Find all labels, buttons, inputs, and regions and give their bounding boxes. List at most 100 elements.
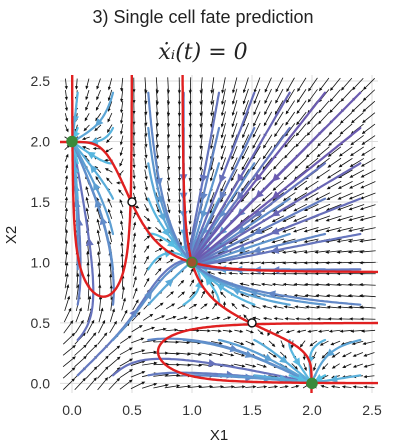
vector-arrow: [363, 112, 376, 123]
vector-arrow: [328, 157, 342, 167]
vector-arrowhead: [209, 385, 214, 389]
vector-arrowhead: [170, 258, 174, 263]
streamline-arrowhead: [129, 309, 138, 318]
vector-arrowhead: [148, 226, 152, 230]
vector-arrow: [97, 209, 101, 220]
vector-arrowhead: [231, 123, 235, 128]
vector-arrowhead: [177, 188, 182, 193]
vector-arrow: [98, 309, 103, 323]
vector-arrowhead: [253, 122, 257, 127]
streamline-arrowhead: [329, 375, 338, 383]
vector-arrow: [62, 368, 75, 379]
vector-arrowhead: [132, 164, 136, 169]
vector-arrow: [187, 385, 201, 389]
vector-arrowhead: [113, 320, 117, 325]
vector-arrow: [97, 378, 108, 391]
vector-arrowhead: [336, 218, 341, 222]
vector-arrowhead: [85, 196, 89, 201]
vector-arrowhead: [84, 117, 88, 122]
vector-arrow: [283, 250, 296, 253]
vector-arrow: [221, 157, 226, 170]
vector-arrow: [65, 209, 67, 220]
x-tick-label: 1.0: [182, 402, 202, 418]
vector-arrowhead: [209, 209, 213, 214]
vector-arrowhead: [120, 220, 124, 224]
vector-arrowhead: [252, 385, 257, 389]
vector-arrow: [130, 361, 144, 366]
vector-arrow: [254, 77, 261, 92]
vector-arrow: [349, 227, 365, 232]
vector-arrowhead: [120, 109, 124, 114]
vector-arrowhead: [132, 143, 136, 147]
vector-arrowhead: [221, 101, 225, 105]
vector-arrowhead: [120, 120, 124, 125]
vector-arrowhead: [128, 379, 133, 383]
vector-arrowhead: [198, 352, 202, 356]
vector-arrowhead: [144, 165, 148, 170]
vector-arrowhead: [177, 113, 182, 117]
vector-arrowhead: [326, 186, 331, 190]
vector-arrow: [86, 321, 94, 334]
vector-arrowhead: [359, 294, 363, 298]
vector-arrowhead: [318, 109, 322, 114]
streamline-arrowhead: [94, 198, 103, 208]
vector-arrowhead: [97, 251, 101, 255]
vector-arrowhead: [96, 240, 101, 244]
vector-arrowhead: [120, 263, 125, 268]
vector-arrowhead: [85, 85, 89, 90]
vector-arrow: [108, 357, 120, 367]
vector-arrowhead: [188, 90, 192, 94]
vector-arrow: [341, 329, 353, 332]
vector-arrowhead: [284, 317, 289, 321]
vector-arrow: [64, 263, 68, 277]
vector-arrowhead: [293, 208, 298, 212]
vector-arrow: [210, 134, 215, 148]
vector-arrow: [338, 204, 353, 210]
vector-arrowhead: [241, 166, 245, 171]
vector-arrow: [210, 157, 215, 170]
vector-arrowhead: [190, 267, 194, 272]
vector-arrow: [243, 77, 249, 92]
x-tick-label: 0.5: [122, 402, 142, 418]
vector-arrowhead: [261, 198, 266, 202]
vector-arrow: [364, 78, 375, 89]
stable-fixed-point: [186, 256, 198, 269]
vector-arrowhead: [351, 341, 356, 346]
vector-arrowhead: [119, 162, 123, 167]
vector-arrowhead: [282, 229, 287, 233]
vector-arrowhead: [155, 101, 159, 106]
vector-arrowhead: [193, 303, 198, 308]
vector-arrowhead: [340, 98, 345, 102]
vector-arrowhead: [231, 177, 235, 182]
vector-arrow: [200, 134, 203, 148]
vector-arrowhead: [163, 327, 167, 331]
vector-arrowhead: [93, 377, 97, 381]
vector-arrowhead: [132, 175, 136, 180]
vector-arrow: [221, 100, 226, 115]
vector-arrow: [121, 89, 124, 101]
vector-arrowhead: [187, 352, 191, 356]
vector-arrowhead: [303, 367, 307, 372]
vector-arrowhead: [264, 111, 268, 116]
vector-arrowhead: [144, 122, 148, 127]
vector-arrow: [85, 345, 97, 356]
vector-arrowhead: [273, 354, 277, 358]
vector-arrowhead: [282, 240, 286, 244]
vector-arrowhead: [325, 229, 330, 233]
vector-arrowhead: [188, 156, 192, 161]
vector-arrowhead: [347, 250, 352, 254]
vector-arrowhead: [188, 167, 192, 171]
vector-arrowhead: [80, 319, 84, 324]
vector-arrowhead: [144, 176, 148, 181]
vector-arrow: [363, 123, 376, 134]
vector-arrow: [231, 168, 238, 180]
vector-arrow: [144, 123, 147, 136]
vector-arrowhead: [283, 354, 287, 359]
vector-arrowhead: [320, 384, 325, 388]
vector-arrow: [353, 77, 364, 90]
vector-arrow: [316, 250, 331, 253]
vector-arrowhead: [315, 294, 319, 298]
vector-arrow: [253, 100, 261, 114]
vector-arrow: [121, 299, 126, 311]
vector-arrow: [286, 88, 295, 102]
